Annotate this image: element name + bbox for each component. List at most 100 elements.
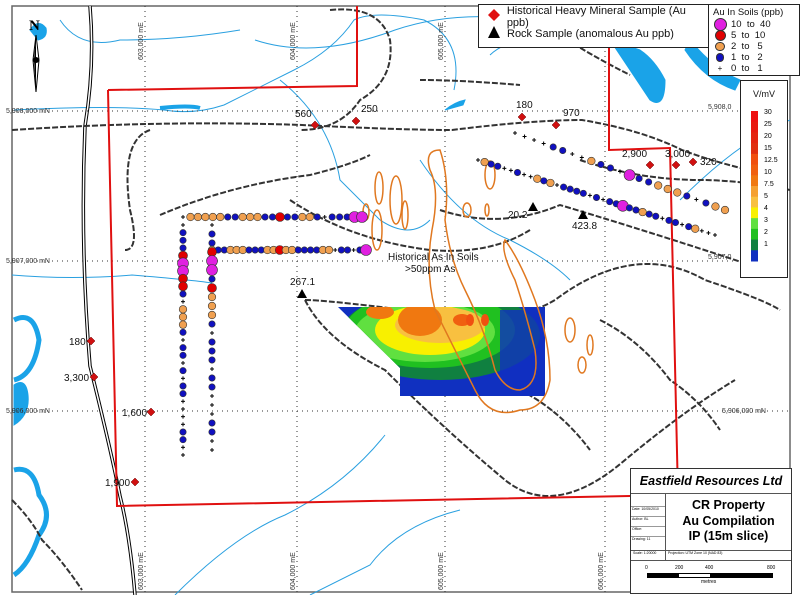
soil-sample xyxy=(665,216,673,224)
heavy-mineral-label: 3,300 xyxy=(64,373,89,384)
soil-sample-plus xyxy=(210,394,214,398)
soil-sample-plus xyxy=(680,222,685,227)
soil-sample-plus xyxy=(476,158,480,162)
rock-marker xyxy=(297,289,307,298)
soil-sample xyxy=(208,347,216,355)
plus-icon: + xyxy=(717,64,723,73)
soil-sample-plus xyxy=(181,414,185,419)
soil-samples xyxy=(177,131,730,457)
soil-sample-plus xyxy=(181,399,185,404)
soil-sample-plus xyxy=(694,197,699,202)
legend-soil-label: 10 to 40 xyxy=(731,19,771,30)
northing-label-right: 5,907,0 xyxy=(708,254,731,261)
soil-sample-plus xyxy=(601,197,606,202)
soil-sample-plus xyxy=(351,248,356,252)
soil-sample xyxy=(623,169,636,181)
soil-sample xyxy=(208,275,216,283)
soil-sample-plus xyxy=(522,172,527,177)
soil-sample xyxy=(216,212,225,222)
legend-color-scale: V/mV 30 25 20 15 12.5 10 7.5 5 4 3 2 1 xyxy=(740,80,788,278)
color-scale-band xyxy=(751,153,758,166)
soil-sample-plus xyxy=(181,299,185,304)
circle-icon xyxy=(713,53,727,62)
color-scale-band xyxy=(751,186,758,198)
color-scale-band xyxy=(751,175,758,187)
soil-sample-plus xyxy=(322,215,327,219)
color-scale-band xyxy=(751,132,758,144)
heavy-mineral-label: 2,900 xyxy=(622,149,647,160)
soil-sample xyxy=(683,192,691,200)
color-scale-tick: 15 xyxy=(764,145,772,152)
soil-sample xyxy=(208,230,216,238)
soil-sample xyxy=(487,160,495,168)
heavy-mineral-label: 250 xyxy=(361,104,378,115)
soil-sample xyxy=(635,175,643,183)
soil-sample xyxy=(559,147,567,155)
soil-sample xyxy=(186,212,195,222)
heavy-mineral-label: 1,600 xyxy=(122,408,147,419)
soil-sample-plus xyxy=(181,407,185,411)
rock-label: 423.8 xyxy=(572,221,597,232)
soil-sample xyxy=(356,211,368,223)
soil-sample xyxy=(328,213,336,221)
river xyxy=(12,315,42,383)
soil-sample xyxy=(546,178,555,188)
color-scale-band xyxy=(751,111,758,123)
grid-labels: 5,908,000 mN 5,907,000 mN 5,906,000 mN 5… xyxy=(6,22,766,590)
soil-sample xyxy=(253,212,262,222)
easting-label: 603,000 mE xyxy=(138,22,145,60)
soil-sample-plus xyxy=(181,361,185,365)
soil-sample xyxy=(654,181,663,190)
color-scale-band xyxy=(751,143,758,155)
soil-sample-plus xyxy=(181,422,185,427)
soil-sample xyxy=(307,246,315,254)
meta-date: Date: 10/05/2010 xyxy=(631,506,665,516)
soil-sample xyxy=(208,374,216,382)
soil-sample xyxy=(178,320,188,329)
soil-sample xyxy=(592,194,600,202)
soil-sample xyxy=(179,436,187,444)
heavy-mineral-marker xyxy=(130,477,140,487)
meta-author: Author: BL xyxy=(631,516,665,526)
rock-label: 267.1 xyxy=(290,277,315,288)
soil-sample-plus xyxy=(181,445,185,450)
color-scale-band xyxy=(751,121,758,133)
soil-sample xyxy=(179,367,187,375)
color-scale-tick: 30 xyxy=(764,109,772,116)
soil-sample xyxy=(573,187,581,195)
soil-sample xyxy=(268,213,276,221)
color-scale-band xyxy=(751,250,758,262)
meta-drawing: Drawing: 11 xyxy=(631,536,665,546)
heavy-mineral-label: 320 xyxy=(700,157,717,168)
color-scale-band xyxy=(751,164,758,176)
color-scale-tick: 4 xyxy=(764,205,768,212)
soil-sample xyxy=(549,143,557,151)
soil-sample xyxy=(261,213,269,221)
soil-sample xyxy=(298,212,307,222)
soil-sample-plus xyxy=(699,228,704,233)
scale-tick: 800 xyxy=(767,565,776,571)
heavy-mineral-samples: 560 250 180 970 2,900 3,000 320 180 3,300 1,600 1,… xyxy=(64,100,717,489)
soil-sample xyxy=(685,223,693,231)
color-scale-band xyxy=(751,228,758,241)
heavy-mineral-marker xyxy=(688,157,698,167)
heavy-mineral-marker xyxy=(89,372,99,382)
heavy-mineral-marker xyxy=(351,116,361,126)
color-scale-tick: 10 xyxy=(764,169,772,176)
soil-sample xyxy=(193,212,203,222)
soil-sample xyxy=(179,351,187,359)
property-boundary xyxy=(107,6,358,91)
soil-sample-plus xyxy=(587,193,592,198)
river xyxy=(12,466,49,578)
north-arrow: N xyxy=(29,18,40,93)
soil-sample xyxy=(625,204,633,212)
legend-label: Rock Sample (anomalous Au ppb) xyxy=(507,27,674,40)
soil-sample xyxy=(336,213,344,221)
easting-label: 605,000 mE xyxy=(438,552,445,590)
soil-sample xyxy=(645,210,653,218)
scale-tick: 400 xyxy=(705,565,714,571)
soil-sample-plus xyxy=(210,331,214,335)
legend-soil-row: +0 to 1 xyxy=(709,63,799,74)
